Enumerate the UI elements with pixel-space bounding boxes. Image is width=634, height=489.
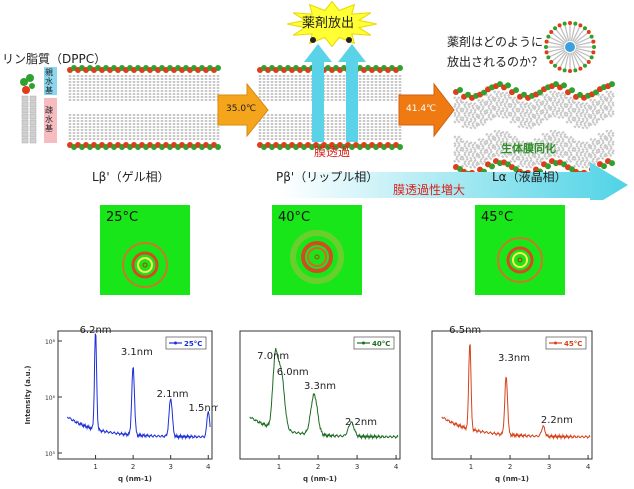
- membrane-permeation-label: 膜透過: [314, 145, 351, 159]
- arrow-35c: [217, 82, 269, 138]
- peak-label: 6.0nm: [277, 367, 309, 378]
- question-line1: 薬剤はどのように: [447, 35, 544, 49]
- phase-ripple-label: Pβ'（リップル相）: [276, 170, 379, 184]
- peak-label: 1.5nm: [188, 403, 218, 414]
- x-axis-label: q (nm-1): [118, 475, 152, 483]
- drug-release-burst: [287, 0, 377, 48]
- series-line: [249, 347, 399, 441]
- x-tick-label: 3: [355, 463, 359, 471]
- peak-label: 6.5nm: [449, 325, 481, 336]
- peak-label: 2.1nm: [157, 389, 189, 400]
- saxs-image-40c: 40°C: [272, 205, 362, 295]
- tile-temp-label: 45°C: [481, 210, 514, 225]
- peak-label: 3.3nm: [304, 381, 336, 392]
- saxs-image-45c: 45°C: [475, 205, 565, 295]
- tile-temp-label: 40°C: [278, 210, 311, 225]
- saxs-profile-chart-40c: 1 2 3 4 q (nm-1) 7.0nm 6.0nm 3.3nm 2.2nm 40°C: [230, 315, 406, 487]
- legend: 25°C: [165, 336, 207, 350]
- release-arrow-left: [304, 44, 332, 142]
- peak-label: 6.2nm: [80, 325, 112, 336]
- legend: 40°C: [353, 336, 395, 350]
- phase-liquid-label: Lα（液晶相）: [492, 170, 567, 184]
- legend: 45°C: [545, 336, 587, 350]
- biomembrane-label: 生体膜同化: [501, 142, 556, 155]
- phase-gel-label: Lβ'（ゲル相）: [92, 170, 170, 184]
- y-tick-label: 10⁵: [45, 451, 56, 458]
- x-axis-label: q (nm-1): [303, 475, 337, 483]
- plot-frame: [57, 330, 213, 460]
- x-tick-label: 2: [316, 463, 320, 471]
- hydrophilic-label: 親水基: [45, 68, 53, 95]
- series-line: [441, 344, 591, 441]
- hydrophobic-label: 疎水基: [45, 106, 53, 133]
- y-axis-label: Intensity (a.u.): [24, 365, 32, 424]
- y-tick-label: 10⁶: [45, 395, 56, 402]
- series-line: [66, 333, 211, 441]
- x-tick-label: 3: [547, 463, 551, 471]
- lipid-label: リン脂質（DPPC）: [2, 52, 107, 66]
- x-tick-label: 1: [469, 463, 473, 471]
- single-lipid-icon: [20, 74, 37, 144]
- question-line2: 放出されるのか？: [447, 55, 544, 69]
- peak-label: 2.2nm: [541, 415, 573, 426]
- x-tick-label: 2: [508, 463, 512, 471]
- peak-label: 3.1nm: [121, 347, 153, 358]
- plot-frame: [431, 330, 593, 460]
- legend-label: 25°C: [184, 340, 202, 348]
- phase-diagram: [20, 0, 628, 200]
- hydrophobic-label-box: [44, 98, 57, 143]
- drug-release-label: 薬剤放出: [302, 16, 355, 31]
- x-tick-label: 1: [93, 463, 97, 471]
- saxs-profile-chart-45c: 1 2 3 4 q (nm-1) 6.5nm 3.3nm 2.2nm 45°C: [422, 315, 598, 487]
- peak-label: 3.3nm: [498, 353, 530, 364]
- temp-41-label: 41.4℃: [406, 104, 437, 114]
- micelle-icon: [544, 21, 596, 73]
- legend-label: 45°C: [564, 340, 582, 348]
- peak-label: 2.2nm: [345, 417, 377, 428]
- y-tick-label: 10⁸: [45, 339, 56, 346]
- permeability-increase-label: 膜透過性増大: [393, 183, 466, 197]
- temp-35-label: 35.0℃: [226, 104, 257, 114]
- saxs-profile-chart-25c: 1 2 3 4 q (nm-1) Intensity (a.u.) 10⁸ 10⁶ 10⁵ 6.2…: [22, 315, 218, 487]
- x-tick-label: 4: [394, 463, 399, 471]
- peak-label: 7.0nm: [257, 351, 289, 362]
- release-arrow-right: [338, 44, 366, 142]
- x-tick-label: 4: [586, 463, 591, 471]
- gel-phase-bilayer: [67, 65, 221, 150]
- arrow-41c: [398, 82, 455, 138]
- permeability-increase-arrow: [280, 162, 628, 200]
- hydrophilic-label-box: [44, 67, 57, 95]
- legend-label: 40°C: [372, 340, 390, 348]
- x-tick-label: 4: [206, 463, 211, 471]
- tile-temp-label: 25°C: [106, 210, 139, 225]
- x-tick-label: 1: [277, 463, 281, 471]
- plot-frame: [239, 330, 401, 460]
- saxs-image-25c: 25°C: [100, 205, 190, 295]
- ripple-phase-bilayer: [257, 65, 403, 150]
- x-tick-label: 2: [131, 463, 135, 471]
- x-axis-label: q (nm-1): [495, 475, 529, 483]
- x-tick-label: 3: [168, 463, 172, 471]
